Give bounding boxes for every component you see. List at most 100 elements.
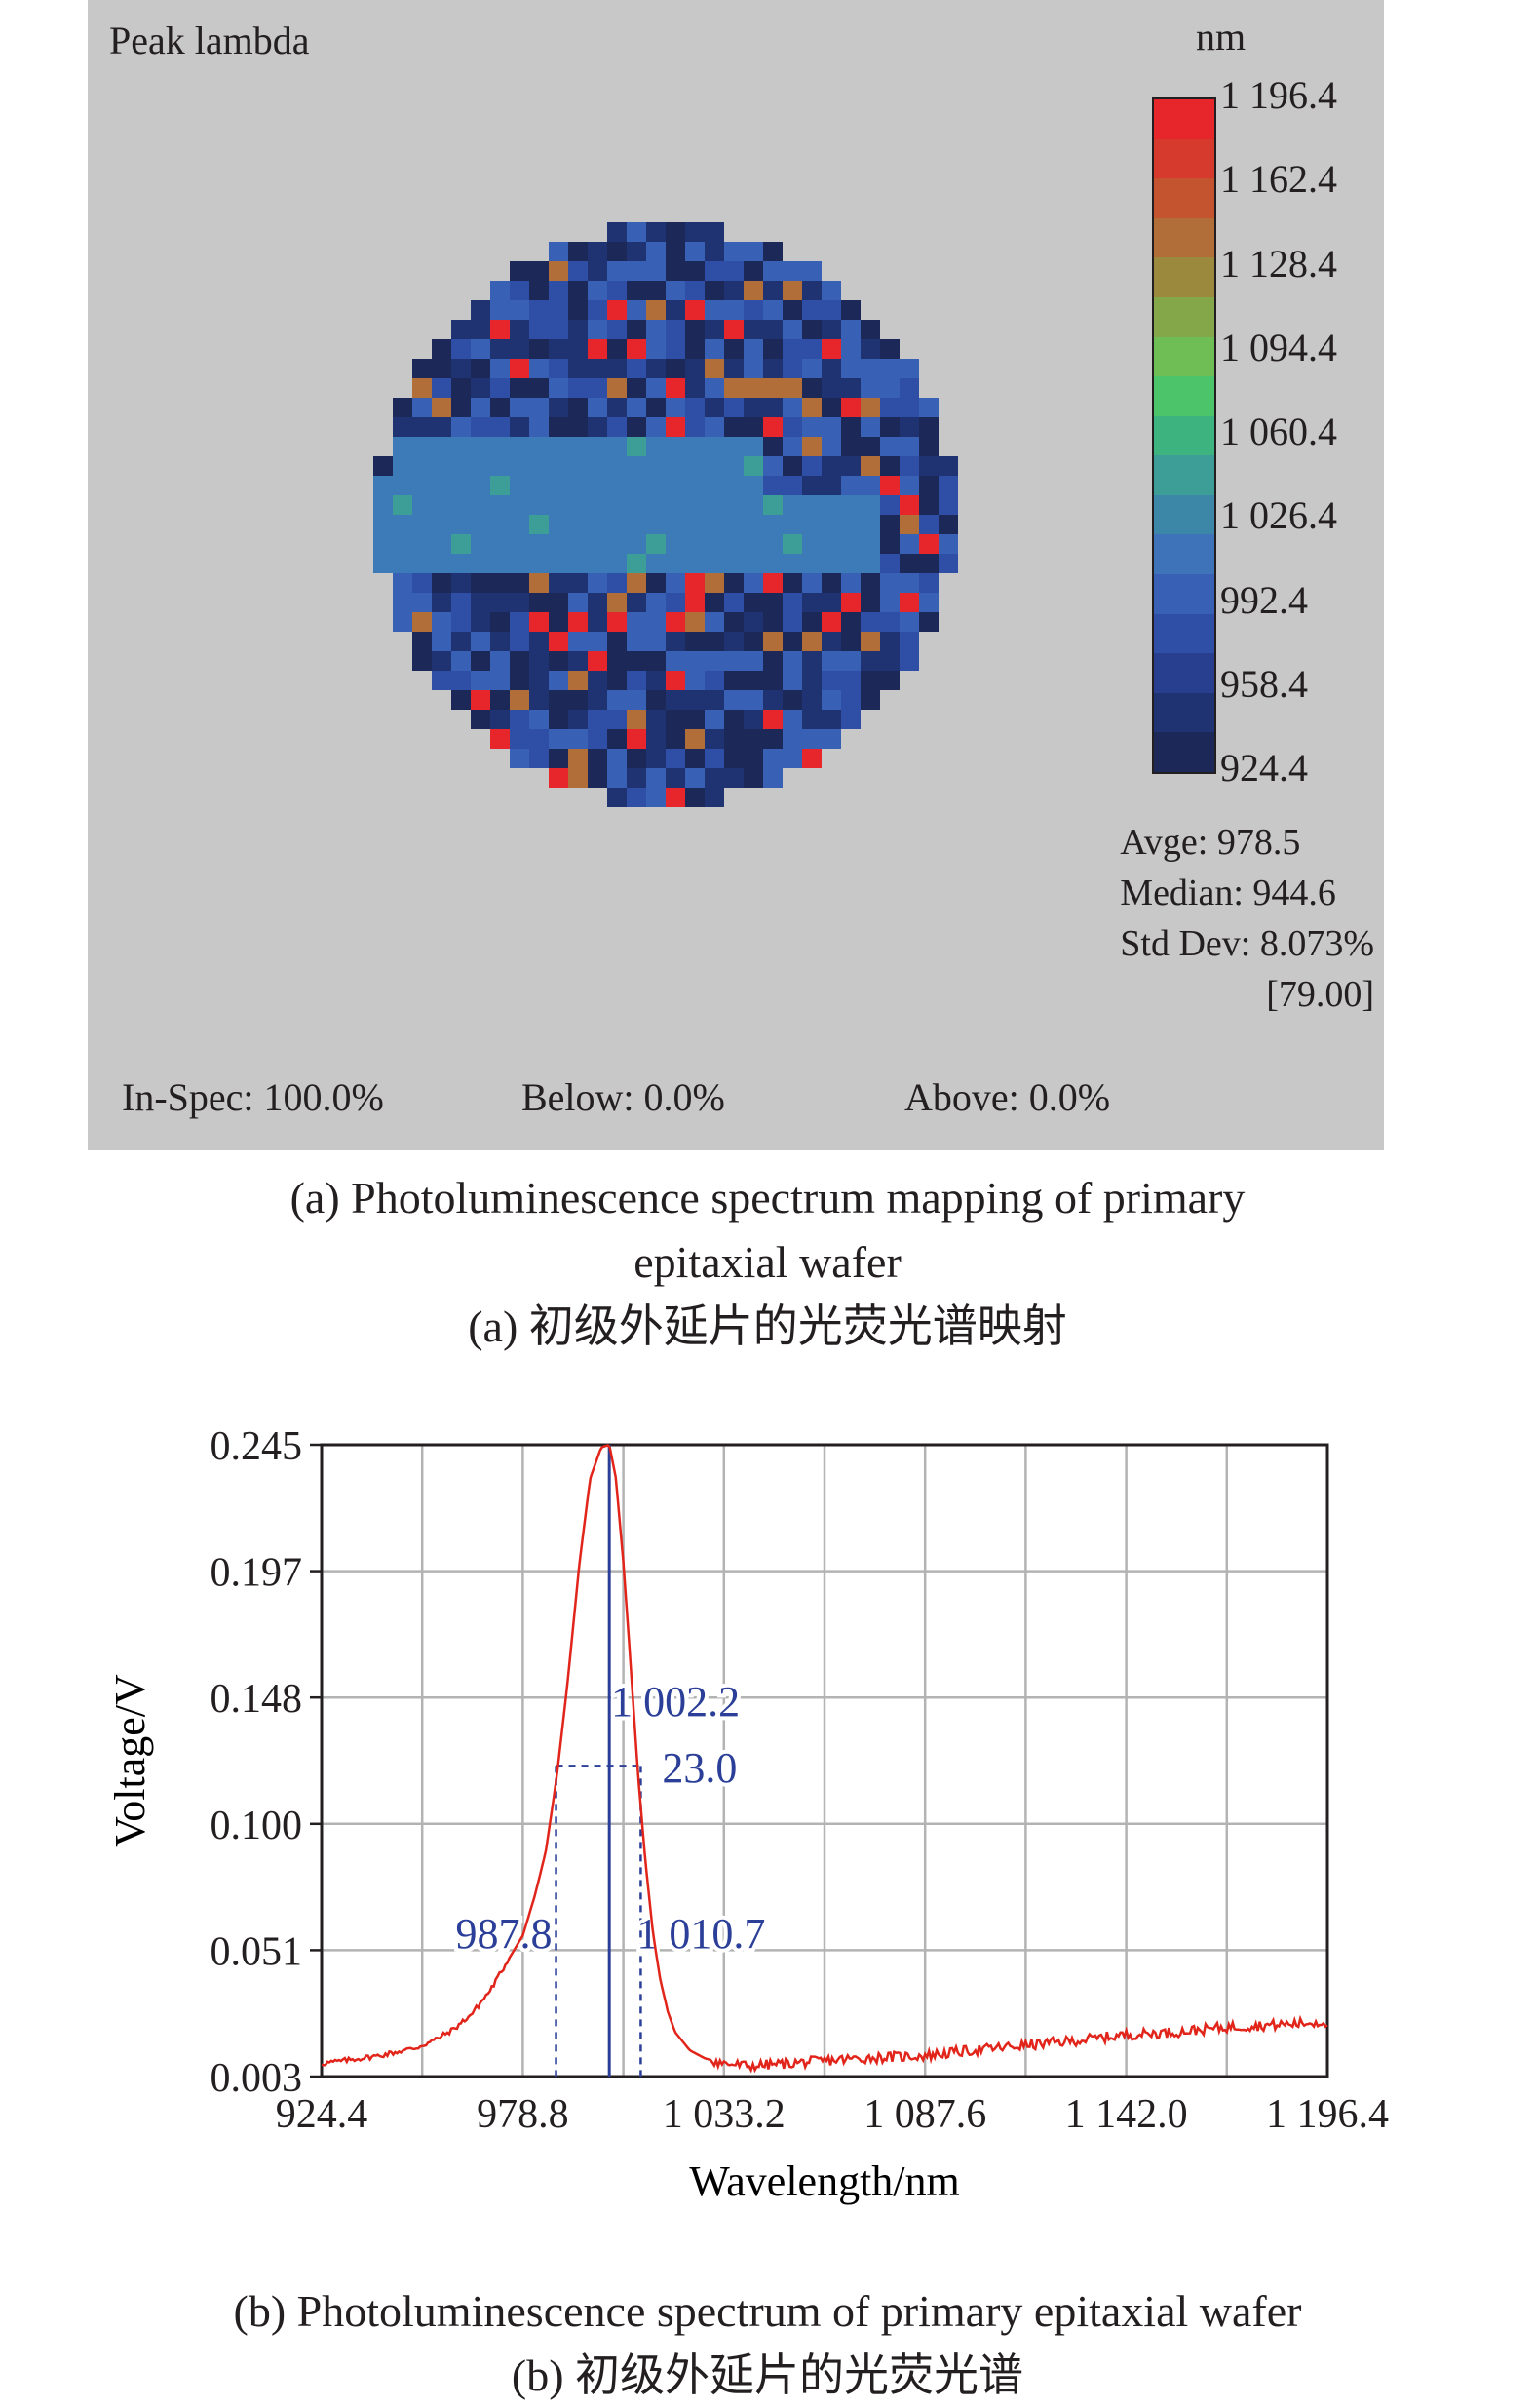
wafer-cell: [607, 398, 627, 417]
wafer-cell: [568, 768, 588, 788]
wafer-cell: [685, 320, 705, 339]
wafer-cell: [705, 534, 724, 554]
wafer-cell: [510, 300, 529, 320]
wafer-cell: [568, 534, 588, 554]
wafer-cell: [646, 749, 666, 768]
wafer-cell: [880, 593, 900, 612]
wafer-cell: [412, 593, 432, 612]
wafer-cell: [783, 632, 802, 651]
wafer-cell: [627, 554, 646, 573]
wafer-cell: [529, 651, 549, 671]
wafer-cell: [588, 651, 607, 671]
wafer-cell: [490, 378, 510, 398]
wafer-cell: [432, 495, 451, 515]
wafer-cell: [724, 612, 744, 632]
wafer-cell: [919, 417, 939, 437]
wafer-cell: [373, 534, 393, 554]
wafer-cell: [666, 573, 685, 593]
wafer-cell: [822, 671, 841, 690]
wafer-cell: [529, 339, 549, 359]
wafer-cell: [724, 281, 744, 300]
wafer-cell: [510, 339, 529, 359]
wafer-cell: [939, 515, 958, 534]
wafer-cell: [880, 417, 900, 437]
wafer-cell: [666, 515, 685, 534]
wafer-cell: [900, 476, 919, 495]
wafer-cell: [724, 749, 744, 768]
wafer-cell: [568, 300, 588, 320]
wafer-cell: [549, 456, 568, 476]
wafer-cell: [744, 690, 763, 710]
wafer-cell: [627, 281, 646, 300]
wafer-cell: [588, 417, 607, 437]
wafer-cell: [861, 417, 880, 437]
wafer-cell: [471, 398, 490, 417]
wafer-cell: [763, 651, 783, 671]
wafer-cell: [588, 612, 607, 632]
color-scale-label: 958.4: [1220, 661, 1308, 706]
wafer-cell: [666, 651, 685, 671]
wafer-cell: [588, 729, 607, 749]
wafer-cell: [763, 398, 783, 417]
wafer-cell: [588, 710, 607, 729]
wafer-cell: [588, 456, 607, 476]
color-scale-swatch: [1154, 613, 1214, 654]
wafer-cell: [549, 378, 568, 398]
wafer-cell: [705, 320, 724, 339]
wafer-cell: [627, 417, 646, 437]
wafer-cell: [588, 320, 607, 339]
wafer-cell: [432, 417, 451, 437]
wafer-cell: [529, 417, 549, 437]
wafer-cell: [744, 437, 763, 456]
wafer-cell: [744, 554, 763, 573]
wafer-cell: [588, 476, 607, 495]
wafer-cell: [471, 671, 490, 690]
wafer-cell: [510, 651, 529, 671]
wafer-cell: [529, 300, 549, 320]
wafer-cell: [783, 398, 802, 417]
wafer-cell: [744, 593, 763, 612]
caption-a: (a) Photoluminescence spectrum mapping o…: [0, 1166, 1535, 1359]
wafer-cell: [822, 515, 841, 534]
wafer-cell: [666, 632, 685, 651]
color-scale-swatch: [1154, 376, 1214, 417]
wafer-cell: [919, 515, 939, 534]
wafer-cell: [568, 612, 588, 632]
wafer-cell: [588, 495, 607, 515]
wafer-cell: [568, 710, 588, 729]
wafer-cell: [393, 437, 412, 456]
wafer-cell: [880, 612, 900, 632]
wafer-cell: [880, 651, 900, 671]
wafer-cell: [627, 729, 646, 749]
wafer-cell: [802, 437, 822, 456]
footer-inspec: In-Spec: 100.0%: [122, 1075, 384, 1119]
wafer-cell: [685, 495, 705, 515]
wafer-cell: [900, 593, 919, 612]
color-scale-label: 924.4: [1220, 746, 1308, 790]
wafer-cell: [588, 671, 607, 690]
wafer-cell: [763, 573, 783, 593]
wafer-cell: [607, 339, 627, 359]
wafer-cell: [451, 671, 471, 690]
wafer-cell: [802, 593, 822, 612]
wafer-cell: [373, 456, 393, 476]
wafer-cell: [490, 612, 510, 632]
wafer-cell: [607, 300, 627, 320]
wafer-cell: [627, 242, 646, 261]
wafer-cell: [568, 632, 588, 651]
wafer-cell: [880, 378, 900, 398]
wafer-cell: [724, 476, 744, 495]
wafer-cell: [451, 476, 471, 495]
wafer-cell: [471, 612, 490, 632]
wafer-cell: [763, 378, 783, 398]
wafer-cell: [841, 612, 861, 632]
wafer-cell: [802, 554, 822, 573]
y-tick-labels: 0.245 0.197 0.148 0.100 0.051 0.003: [211, 1424, 322, 2101]
wafer-cell: [705, 632, 724, 651]
color-scale-swatch: [1154, 257, 1214, 298]
wafer-cell: [490, 417, 510, 437]
wafer-cell: [763, 690, 783, 710]
wafer-cell: [900, 456, 919, 476]
wafer-cell: [685, 359, 705, 378]
wafer-cell: [627, 398, 646, 417]
